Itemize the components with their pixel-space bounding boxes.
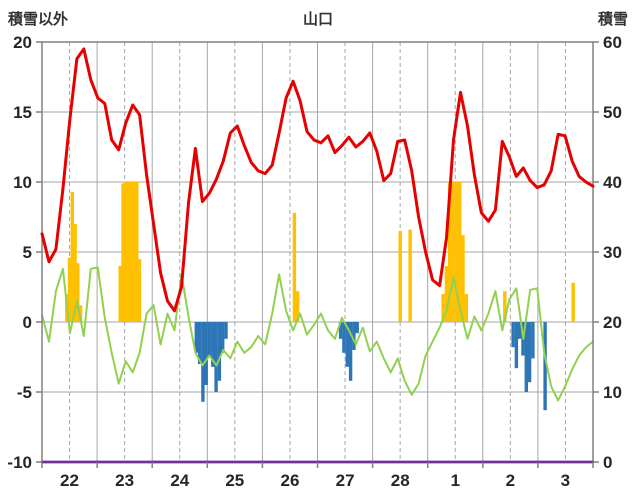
svg-text:5: 5	[23, 243, 32, 262]
svg-text:10: 10	[13, 173, 32, 192]
svg-text:0: 0	[603, 453, 612, 472]
svg-text:-10: -10	[7, 453, 32, 472]
right-axis-title: 積雪	[597, 11, 628, 28]
svg-text:-5: -5	[17, 383, 32, 402]
svg-text:28: 28	[391, 471, 410, 490]
svg-text:30: 30	[603, 243, 622, 262]
svg-text:24: 24	[170, 471, 189, 490]
svg-text:40: 40	[603, 173, 622, 192]
svg-text:22: 22	[60, 471, 79, 490]
svg-text:15: 15	[13, 103, 32, 122]
svg-text:2: 2	[506, 471, 515, 490]
svg-text:23: 23	[115, 471, 134, 490]
svg-text:1: 1	[451, 471, 460, 490]
svg-text:27: 27	[336, 471, 355, 490]
svg-text:60: 60	[603, 33, 622, 52]
svg-text:26: 26	[281, 471, 300, 490]
svg-text:10: 10	[603, 383, 622, 402]
svg-text:50: 50	[603, 103, 622, 122]
svg-text:3: 3	[561, 471, 570, 490]
chart-title: 山口	[302, 11, 333, 28]
svg-text:20: 20	[13, 33, 32, 52]
svg-text:0: 0	[23, 313, 32, 332]
svg-text:25: 25	[225, 471, 244, 490]
left-axis-title: 積雪以外	[8, 11, 69, 28]
svg-text:20: 20	[603, 313, 622, 332]
